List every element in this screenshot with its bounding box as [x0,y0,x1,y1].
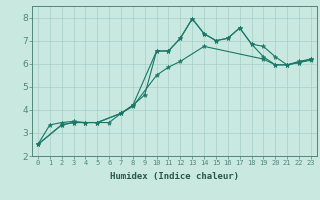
X-axis label: Humidex (Indice chaleur): Humidex (Indice chaleur) [110,172,239,181]
